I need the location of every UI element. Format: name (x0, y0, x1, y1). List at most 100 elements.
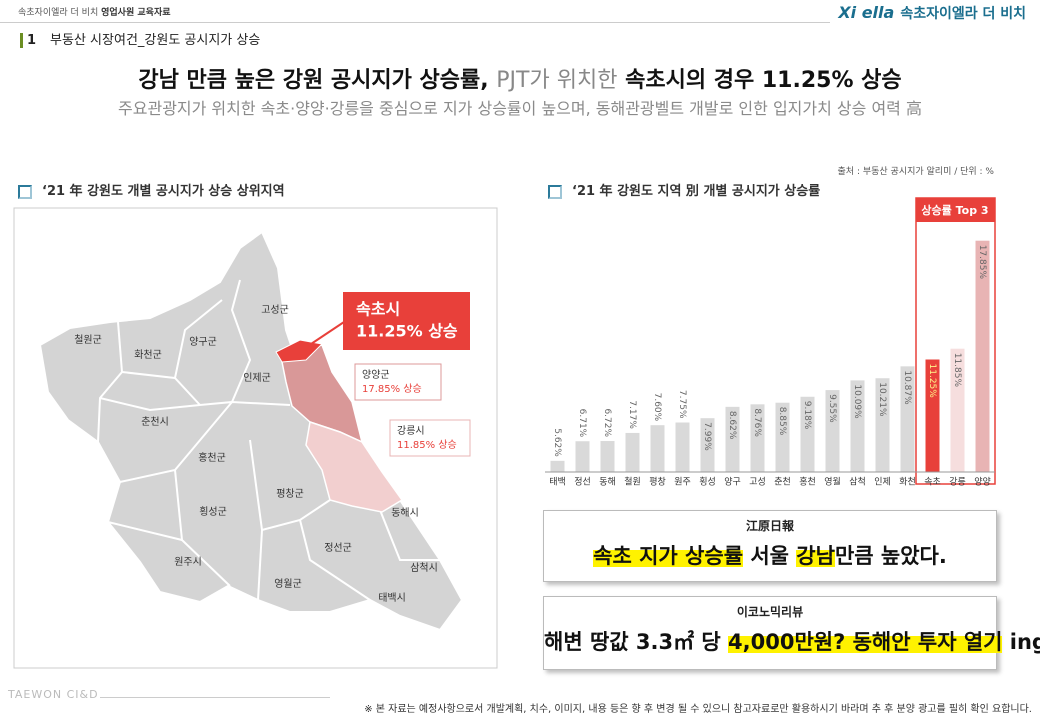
region-label: 철원군 (74, 334, 102, 346)
chart-source: 출처 : 부동산 공시지가 알리미 / 단위 : % (837, 167, 994, 177)
bar (850, 380, 865, 472)
top3-header (916, 198, 995, 222)
value-label: 11.25% (927, 364, 937, 399)
x-tick-label: 춘천 (774, 477, 791, 488)
section-title: 부동산 시장여건_강원도 공시지가 상승 (50, 33, 261, 48)
x-tick-label: 영월 (824, 476, 841, 488)
x-tick-label: 철원 (624, 477, 641, 488)
region-label: 횡성군 (199, 506, 227, 518)
x-tick-label: 홍천 (799, 476, 816, 488)
x-tick-label: 삼척 (849, 477, 866, 488)
news-headline: 속초 지가 상승률 서울 강남만큼 높았다. (544, 540, 996, 570)
region-label: 평창군 (276, 488, 304, 500)
bar (675, 422, 690, 472)
x-tick-label: 인제 (874, 477, 891, 488)
x-tick-label: 속초 (924, 477, 941, 488)
icon (548, 184, 562, 199)
value-label: 8.76% (752, 408, 762, 437)
region-label: 정선군 (324, 542, 352, 554)
bar (700, 418, 715, 472)
value-label: 11.85% (952, 353, 962, 388)
value-label: 5.62% (552, 428, 562, 457)
doc-label: 속초자이엘라 더 비치 영업사원 교육자료 (18, 5, 171, 18)
region-label: 홍천군 (198, 451, 226, 464)
bar (950, 348, 965, 472)
region-label: 삼척시 (410, 562, 438, 574)
callout-text: 11.25% 상승 (356, 322, 458, 341)
x-tick-label: 평창 (649, 477, 666, 488)
header-line (0, 22, 830, 23)
footer-note: ※ 본 자료는 예정사항으로서 개발계획, 치수, 이미지, 내용 등은 향 후… (364, 704, 1032, 715)
bar (625, 432, 640, 472)
callout-box (343, 292, 470, 350)
region-label: 영월군 (274, 578, 302, 590)
subheadline: 주요관광지가 위치한 속초·양양·강릉을 중심으로 지가 상승률이 높으며, 동… (118, 99, 922, 118)
bar (750, 404, 765, 472)
region-label: 원주시 (174, 556, 202, 568)
x-tick-label: 정선 (574, 477, 591, 488)
headline: 강남 만큼 높은 강원 공시지가 상승률, PJT가 위치한 속초시의 경우 1… (0, 62, 1040, 94)
doc-label-bold: 영업사원 교육자료 (101, 8, 171, 18)
bar (900, 366, 915, 472)
value-label: 9.55% (827, 394, 837, 423)
headline-segment: 해변 땅값 3.3㎡ 당 (544, 630, 729, 654)
brand-logo: Xi ella (838, 3, 895, 22)
bar (775, 402, 790, 472)
callout-text: 17.85% 상승 (362, 383, 422, 395)
bar (575, 441, 590, 472)
region-label: 화천군 (134, 349, 162, 361)
headline-part: 속초시의 경우 11.25% 상승 (625, 68, 902, 93)
news-source: 江原日報 (745, 519, 794, 533)
value-label: 7.17% (627, 400, 637, 429)
value-label: 7.60% (652, 393, 662, 422)
bar (800, 396, 815, 472)
map: 고성군 철원군 화천군 양구군 인제군 춘천시 홍천군 횡성군 평창군 동해시 … (13, 207, 498, 669)
x-tick-label: 동해 (599, 477, 616, 488)
callout-name: 속초시 (356, 300, 400, 319)
icon (18, 184, 32, 199)
region-label: 양구군 (189, 336, 217, 348)
headline-part: 강남 만큼 높은 강원 공시지가 상승률, (138, 68, 489, 93)
news-card: 江原日報 속초 지가 상승률 서울 강남만큼 높았다. (543, 510, 997, 582)
x-tick-label: 태백 (549, 477, 566, 488)
value-label: 10.87% (902, 370, 912, 405)
callout-line (304, 321, 345, 349)
value-label: 7.75% (677, 390, 687, 419)
value-label: 6.71% (577, 409, 587, 438)
footer-company: TAEWON CI&D (8, 688, 99, 701)
x-tick-label: 횡성 (699, 476, 716, 488)
bar (825, 390, 840, 472)
value-label: 17.85% (977, 245, 987, 280)
top3-label: 상승률 Top 3 (921, 203, 988, 217)
region-label: 고성군 (261, 304, 289, 316)
region-gangneung (305, 421, 404, 513)
headline-part: PJT가 위치한 (496, 68, 618, 93)
bar (600, 441, 615, 472)
bar (650, 425, 665, 472)
headline-segment: 강남 (796, 544, 835, 568)
map-title: ‘21 年 강원도 개별 공시지가 상승 상위지역 (18, 180, 285, 199)
section: 1 부동산 시장여건_강원도 공시지가 상승 (20, 29, 260, 48)
region-label: 동해시 (391, 506, 419, 519)
x-tick-label: 양구 (724, 477, 741, 488)
headline-segment: 서울 (743, 544, 797, 568)
bar (975, 240, 990, 472)
value-label: 10.09% (852, 384, 862, 419)
callout-name: 강릉시 (397, 425, 425, 437)
bar (725, 406, 740, 472)
value-label: 7.99% (702, 422, 712, 451)
x-tick-label: 화천 (899, 477, 916, 488)
x-tick-label: 강릉 (949, 477, 966, 488)
headline-segment: ing (1009, 630, 1040, 654)
bar (550, 460, 565, 472)
section-number: 1 (20, 33, 37, 48)
brand-name: 속초자이엘라 더 비치 (900, 6, 1026, 22)
bar (925, 359, 940, 472)
callout-name: 양양군 (362, 369, 390, 381)
value-label: 8.62% (727, 411, 737, 440)
footer-line (100, 697, 330, 698)
chart-title-text: ‘21 年 강원도 지역 別 개별 공시지가 상승률 (572, 184, 821, 199)
news-headline: 해변 땅값 3.3㎡ 당 4,000만원? 동해안 투자 열기 ing (544, 626, 1040, 656)
value-label: 8.85% (777, 407, 787, 436)
value-label: 10.21% (877, 382, 887, 417)
